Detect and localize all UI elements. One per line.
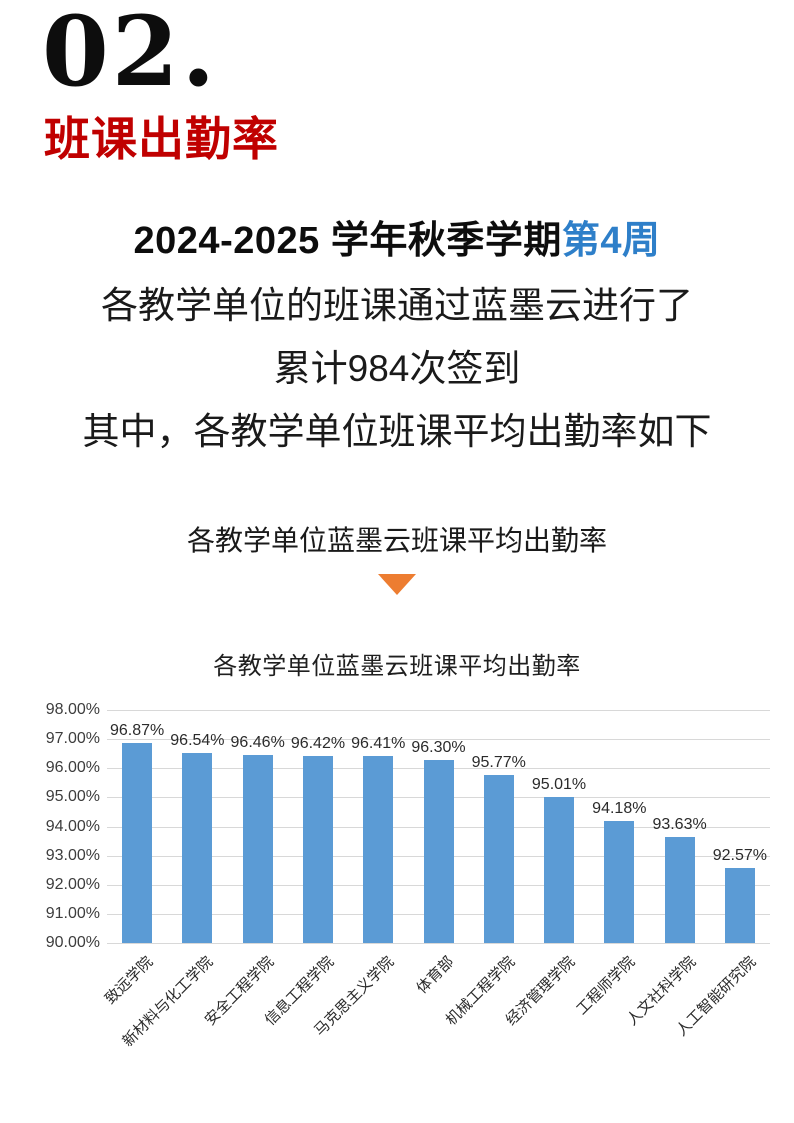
- y-tick-label: 91.00%: [45, 904, 100, 922]
- bar-value-label: 96.54%: [170, 731, 225, 749]
- bar-value-label: 94.18%: [592, 800, 647, 818]
- headline: 2024-2025 学年秋季学期第4周: [0, 222, 794, 260]
- headline-week-text: 第4周: [561, 220, 661, 262]
- body-line: 其中，各教学单位班课平均出勤率如下: [82, 411, 712, 452]
- section-number: 02.: [42, 0, 219, 108]
- bar-chart: 各教学单位蓝墨云班课平均出勤率 98.00% 97.00% 96.00% 95.00%…: [0, 645, 794, 1123]
- y-tick-label: 92.00%: [45, 875, 100, 893]
- section-title: 班课出勤率: [44, 113, 279, 165]
- bar-value-label: 96.87%: [109, 721, 165, 739]
- bar-value-label: 96.46%: [230, 733, 285, 751]
- y-tick-label: 94.00%: [45, 817, 100, 835]
- y-tick-label: 93.00%: [45, 846, 100, 864]
- bar: [604, 821, 635, 943]
- y-tick-label: 95.00%: [45, 788, 100, 806]
- x-category-label: 致远学院: [101, 953, 157, 1008]
- bar: [122, 742, 153, 943]
- bar-value-label: 96.41%: [351, 735, 406, 753]
- bar: [483, 774, 514, 943]
- y-tick-label: 98.00%: [45, 701, 100, 718]
- bar-value-label: 92.57%: [712, 847, 767, 865]
- bar-value-label: 95.01%: [531, 776, 587, 794]
- gridline: [107, 710, 770, 711]
- body-line: 累计984次签到: [273, 348, 521, 389]
- y-tick-label: 97.00%: [45, 730, 100, 748]
- bar: [423, 759, 454, 943]
- bar: [664, 837, 695, 943]
- bar: [242, 754, 273, 943]
- gridline: [107, 943, 770, 944]
- headline-black-text: 2024-2025 学年秋季学期: [133, 220, 562, 262]
- bar-value-label: 96.30%: [411, 738, 466, 756]
- chart-title: 各教学单位蓝墨云班课平均出勤率: [213, 653, 581, 680]
- down-triangle-icon: [378, 574, 416, 595]
- y-tick-label: 90.00%: [45, 934, 100, 951]
- bar: [363, 756, 394, 943]
- gridline: [107, 739, 770, 741]
- bar: [724, 868, 755, 943]
- body-line: 各教学单位的班课通过蓝墨云进行了: [101, 285, 693, 326]
- bar: [182, 752, 213, 943]
- y-tick-label: 96.00%: [45, 759, 100, 777]
- chart-subtitle: 各教学单位蓝墨云班课平均出勤率: [186, 525, 607, 556]
- bar-value-label: 95.77%: [471, 753, 526, 771]
- x-category-label: 工程师学院: [573, 953, 639, 1019]
- bar: [302, 756, 333, 943]
- bar-value-label: 96.42%: [290, 735, 346, 753]
- bar: [544, 797, 575, 943]
- bar-value-label: 93.63%: [652, 816, 707, 834]
- x-category-label: 体育部: [413, 953, 458, 998]
